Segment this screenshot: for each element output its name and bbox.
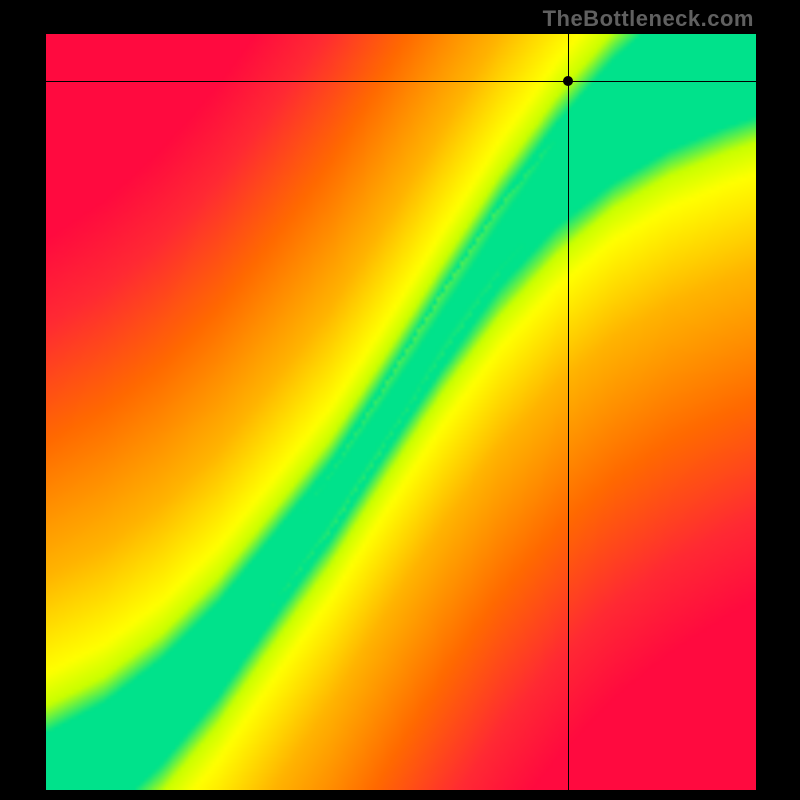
heatmap-canvas-wrap (46, 34, 756, 790)
crosshair-vertical (568, 34, 569, 790)
heatmap-plot-area (46, 34, 756, 790)
crosshair-horizontal (46, 81, 756, 82)
watermark-text: TheBottleneck.com (543, 6, 754, 32)
heatmap-canvas (46, 34, 756, 790)
crosshair-marker (563, 76, 573, 86)
